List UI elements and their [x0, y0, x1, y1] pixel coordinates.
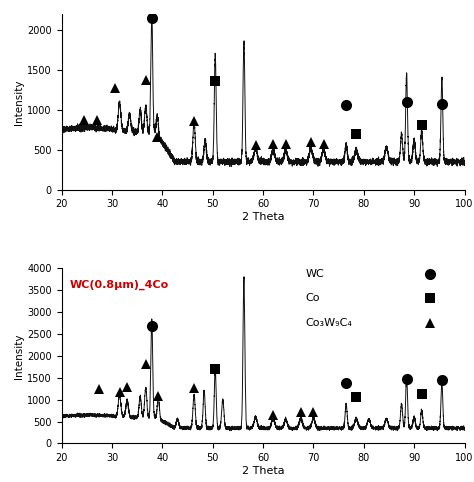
X-axis label: 2 Theta: 2 Theta — [242, 466, 284, 476]
Text: Co₃W₉C₄: Co₃W₉C₄ — [305, 318, 352, 328]
Y-axis label: Intensity: Intensity — [14, 333, 24, 379]
X-axis label: 2 Theta: 2 Theta — [242, 212, 284, 222]
Text: WC(0.8μm)_4Co: WC(0.8μm)_4Co — [69, 279, 168, 290]
Text: WC: WC — [305, 268, 324, 279]
Y-axis label: Intensity: Intensity — [15, 79, 25, 125]
Text: Co: Co — [305, 293, 320, 303]
